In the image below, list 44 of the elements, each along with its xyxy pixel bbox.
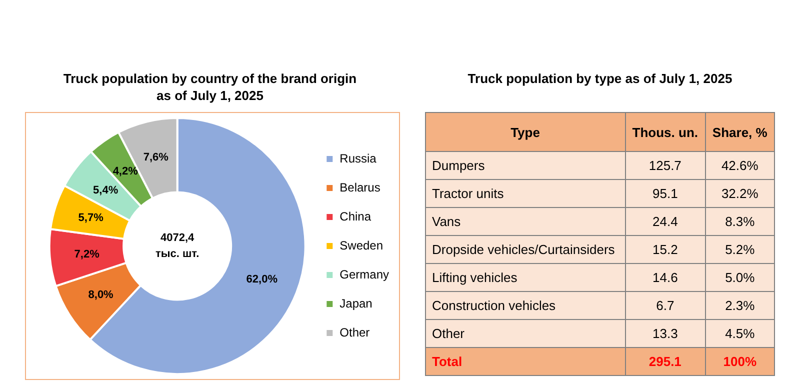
data-label: 8,0% bbox=[88, 289, 114, 302]
legend-label: Japan bbox=[340, 296, 372, 310]
text: Dropside vehicles/Curtainsiders bbox=[426, 236, 626, 264]
text: 5.2% bbox=[705, 236, 774, 264]
text: Thous. un. bbox=[625, 112, 706, 152]
data-label: 7,6% bbox=[143, 152, 169, 164]
text: 95.1 bbox=[625, 180, 706, 208]
text: 15.2 bbox=[625, 236, 706, 264]
text: Type bbox=[426, 112, 626, 152]
data-label: 4,2% bbox=[112, 165, 138, 178]
legend-label: Other bbox=[340, 325, 370, 340]
data-label: 62,0% bbox=[246, 273, 278, 286]
text: Lifting vehicles bbox=[426, 264, 626, 292]
data-label: 5,4% bbox=[93, 184, 118, 196]
text: 14.6 bbox=[625, 264, 706, 292]
text: Vans bbox=[426, 208, 626, 236]
legend-label: Germany bbox=[340, 267, 390, 282]
text: Construction vehicles bbox=[426, 292, 626, 320]
data-label: 5,7% bbox=[78, 212, 104, 224]
text: 125.7 bbox=[625, 152, 706, 180]
text: 295.1 bbox=[625, 348, 706, 376]
legend-label: Belarus bbox=[340, 180, 380, 194]
text: Dumpers bbox=[426, 152, 626, 180]
data-label: 7,2% bbox=[74, 248, 100, 260]
text: 24.4 bbox=[625, 208, 706, 236]
text: 42.6% bbox=[705, 152, 774, 180]
text: Other bbox=[426, 320, 626, 348]
text: 100% bbox=[705, 348, 774, 376]
text: Truck population by type as of July 1, 2025 bbox=[466, 70, 734, 87]
legend-label: Sweden bbox=[340, 238, 384, 252]
text: 4072,4 тыс. шт. bbox=[156, 232, 200, 260]
legend-label: Russia bbox=[340, 151, 377, 166]
text: 5.0% bbox=[705, 264, 774, 292]
text: Tractor units bbox=[426, 180, 626, 208]
text: 32.2% bbox=[705, 180, 774, 208]
text: 6.7 bbox=[625, 292, 706, 320]
chart-title: Truck population by country of the brand origin as of July 1, 2025 bbox=[62, 70, 358, 104]
text: 4.5% bbox=[705, 320, 774, 348]
text: 2.3% bbox=[705, 292, 774, 320]
text: 8.3% bbox=[705, 208, 774, 236]
text: Share, % bbox=[705, 112, 774, 152]
text: Total bbox=[426, 348, 626, 376]
text: 13.3 bbox=[625, 320, 706, 348]
legend-label: China bbox=[340, 209, 372, 224]
